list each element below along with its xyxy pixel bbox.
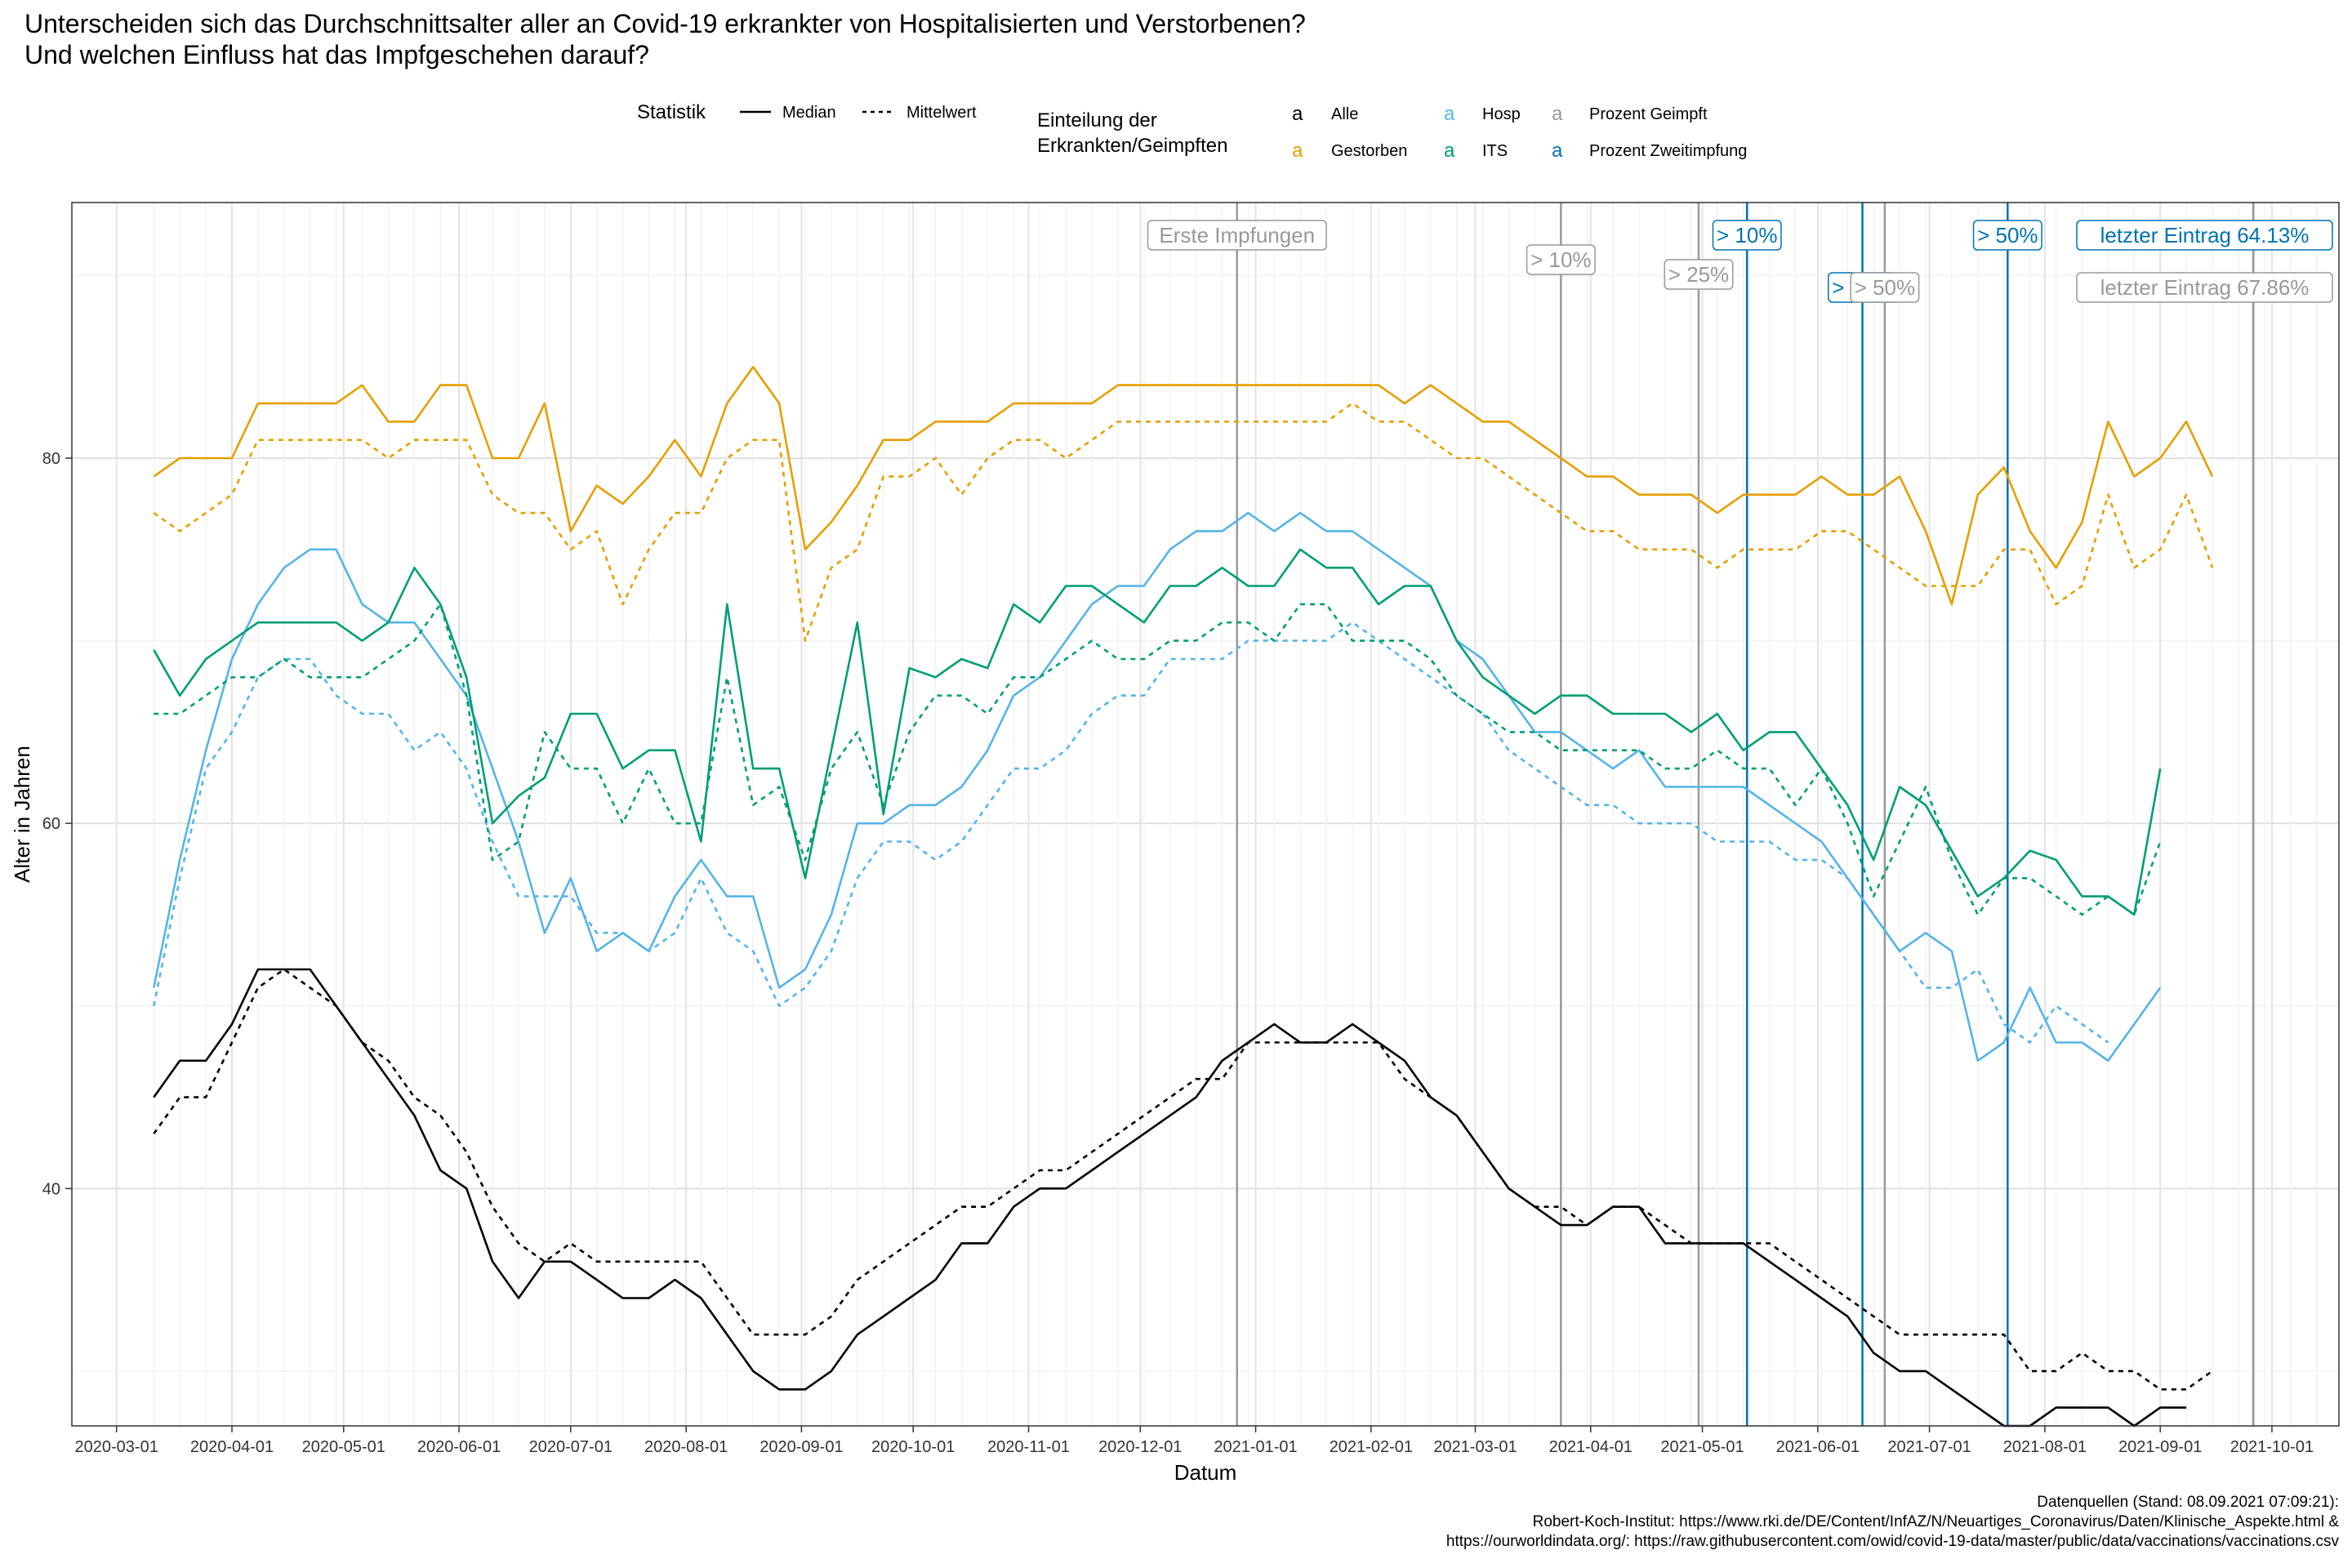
x-tick-label: 2021-03-01 — [1433, 1438, 1517, 1456]
x-tick-label: 2020-05-01 — [302, 1438, 385, 1456]
legend-mean-label: Mittelwert — [906, 104, 977, 122]
x-tick-label: 2020-08-01 — [644, 1438, 728, 1456]
source-line1: Datenquellen (Stand: 08.09.2021 07:09:21… — [2037, 1494, 2339, 1511]
x-tick-label: 2021-06-01 — [1776, 1438, 1860, 1456]
legend-group-title-line2: Erkrankten/Geimpften — [1037, 135, 1227, 157]
legend-statistik: Statistik Median Mittelwert — [637, 101, 977, 123]
x-tick-label: 2021-08-01 — [2003, 1438, 2087, 1456]
legend-label-hosp: Hosp — [1482, 105, 1521, 123]
chart-title-line2: Und welchen Einfluss hat das Impfgescheh… — [24, 40, 649, 69]
vaccination-label: > 50% — [1855, 275, 1915, 300]
legend-key-hosp: a — [1444, 103, 1455, 125]
legend-label-gestorben: Gestorben — [1331, 142, 1407, 160]
legend-groups: Einteilung der Erkrankten/Geimpften a Al… — [1037, 103, 1747, 162]
legend-key-prozent-geimpft: a — [1552, 103, 1563, 125]
legend-label-alle: Alle — [1331, 105, 1358, 123]
x-tick-label: 2021-02-01 — [1330, 1438, 1413, 1456]
x-tick-label: 2020-07-01 — [529, 1438, 612, 1456]
x-tick-label: 2020-12-01 — [1098, 1438, 1182, 1456]
legend-median-label: Median — [782, 104, 836, 122]
chart-title-line1: Unterscheiden sich das Durchschnittsalte… — [24, 9, 1306, 38]
series-line-gestorben-mittelwert — [153, 402, 2214, 642]
x-tick-label: 2021-04-01 — [1549, 1438, 1633, 1456]
series-line-gestorben-median — [153, 365, 2214, 606]
legend-key-prozent-zweitimpfung: a — [1552, 140, 1563, 162]
vaccination-label-box — [1526, 244, 1596, 275]
vaccination-label: letzter Eintrag 67.86% — [2100, 275, 2310, 300]
x-tick-label: 2021-07-01 — [1887, 1438, 1971, 1456]
x-tick-label: 2021-01-01 — [1214, 1438, 1297, 1456]
axes: 2020-03-01 2020-04-01 2020-05-01 2020-06-01… — [42, 450, 2314, 1456]
x-tick-label: 2020-09-01 — [760, 1438, 843, 1456]
legend-key-alle: a — [1292, 103, 1303, 125]
vaccination-label: letzter Eintrag 64.13% — [2100, 223, 2310, 247]
legend-label-prozent-zweitimpfung: Prozent Zweitimpfung — [1589, 142, 1747, 160]
y-tick-label: 80 — [42, 450, 60, 468]
series-line-alle-median — [153, 968, 2187, 1428]
x-tick-label: 2021-05-01 — [1660, 1438, 1744, 1456]
source-line3: https://ourworldindata.org/: https://raw… — [1446, 1533, 2340, 1550]
vaccination-label: > 10% — [1530, 247, 1591, 272]
panel-border — [71, 202, 2340, 1427]
vaccination-labels: Erste Impfungen> 10%> 25%> 10%> 25%> 50%… — [1147, 220, 2333, 303]
y-tick-label: 60 — [42, 815, 60, 833]
legend-key-its: a — [1444, 140, 1455, 162]
vaccination-lines — [1236, 203, 2255, 1426]
vaccination-label: > 50% — [1977, 223, 2038, 247]
series-line-its-median — [153, 548, 2162, 916]
legend-group-title-line1: Einteilung der — [1037, 109, 1157, 131]
y-axis-title: Alter in Jahren — [10, 746, 34, 883]
vaccination-label-box — [1712, 220, 1782, 251]
x-tick-label: 2021-10-01 — [2230, 1438, 2314, 1456]
series-line-its-mittelwert — [154, 603, 2162, 916]
x-axis-title: Datum — [1174, 1460, 1237, 1485]
plot-panel: Erste Impfungen> 10%> 25%> 10%> 25%> 50%… — [71, 202, 2340, 1428]
series-line-alle-mittelwert — [153, 968, 2213, 1391]
grid — [72, 203, 2339, 1426]
x-tick-label: 2020-03-01 — [75, 1438, 158, 1456]
legend-statistik-title: Statistik — [637, 101, 706, 123]
x-tick-label: 2021-09-01 — [2118, 1438, 2202, 1456]
x-tick-label: 2020-10-01 — [871, 1438, 955, 1456]
legend-key-gestorben: a — [1292, 140, 1303, 162]
source-line2: Robert-Koch-Institut: https://www.rki.de… — [1533, 1513, 2340, 1530]
vaccination-label-box — [1664, 259, 1734, 290]
vaccination-label-box — [1147, 220, 1327, 251]
vaccination-label: > 25% — [1668, 262, 1729, 287]
x-tick-label: 2020-11-01 — [987, 1438, 1070, 1456]
series-line-hosp-mittelwert — [153, 621, 2109, 1044]
legend-label-prozent-geimpft: Prozent Geimpft — [1589, 105, 1708, 123]
vaccination-label: Erste Impfungen — [1159, 223, 1315, 247]
data-series — [153, 365, 2214, 1428]
vaccination-label-box — [1972, 220, 2042, 251]
vaccination-label: > 10% — [1717, 223, 1777, 247]
vaccination-label-box — [1850, 272, 1920, 303]
x-tick-label: 2020-04-01 — [190, 1438, 274, 1456]
vaccination-label-box — [2076, 272, 2333, 303]
series-line-hosp-median — [153, 511, 2162, 1062]
vaccination-label-box — [2076, 220, 2333, 251]
legend-label-its: ITS — [1482, 142, 1508, 160]
x-tick-label: 2020-06-01 — [417, 1438, 501, 1456]
y-tick-label: 40 — [42, 1180, 60, 1198]
